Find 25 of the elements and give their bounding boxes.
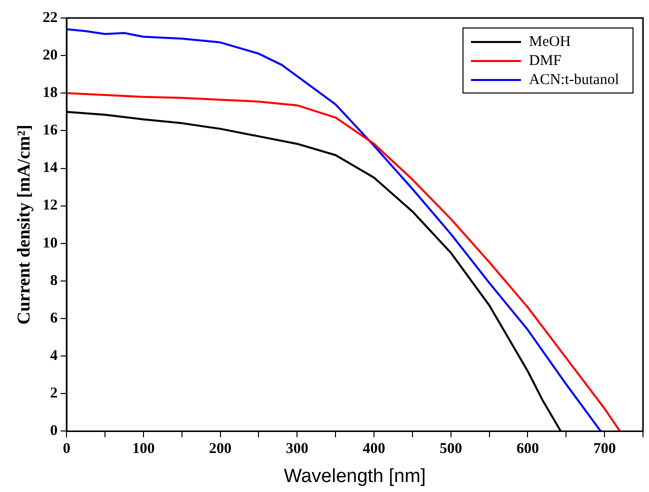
x-tick-label: 700 (593, 441, 616, 458)
y-tick-label: 0 (50, 423, 58, 440)
x-axis-title: Wavelength [nm] (284, 466, 426, 487)
y-tick-label: 6 (50, 310, 58, 326)
x-tick-label: 100 (132, 441, 155, 458)
y-tick-label: 22 (42, 10, 58, 26)
y-axis-title: Current density [mA/cm²] (13, 124, 34, 325)
y-tick-label: 8 (50, 272, 58, 289)
y-tick-label: 14 (42, 160, 58, 176)
legend-label: DMF (529, 52, 562, 69)
y-tick-label: 18 (42, 85, 58, 101)
y-tick-label: 2 (50, 386, 58, 402)
y-tick-label: 10 (42, 235, 58, 252)
x-tick-label: 400 (362, 441, 386, 458)
x-tick-label: 500 (440, 441, 462, 458)
x-tick-label: 600 (516, 441, 539, 458)
y-tick-label: 12 (42, 198, 58, 214)
x-tick-label: 200 (209, 441, 232, 458)
y-tick-label: 16 (42, 122, 58, 139)
y-tick-label: 20 (42, 47, 58, 64)
legend-label: ACN:t-butanol (529, 72, 620, 88)
y-tick-label: 4 (50, 348, 58, 364)
x-tick-label: 300 (286, 441, 308, 458)
legend-label: MeOH (529, 34, 571, 50)
x-tick-label: 0 (62, 441, 70, 458)
